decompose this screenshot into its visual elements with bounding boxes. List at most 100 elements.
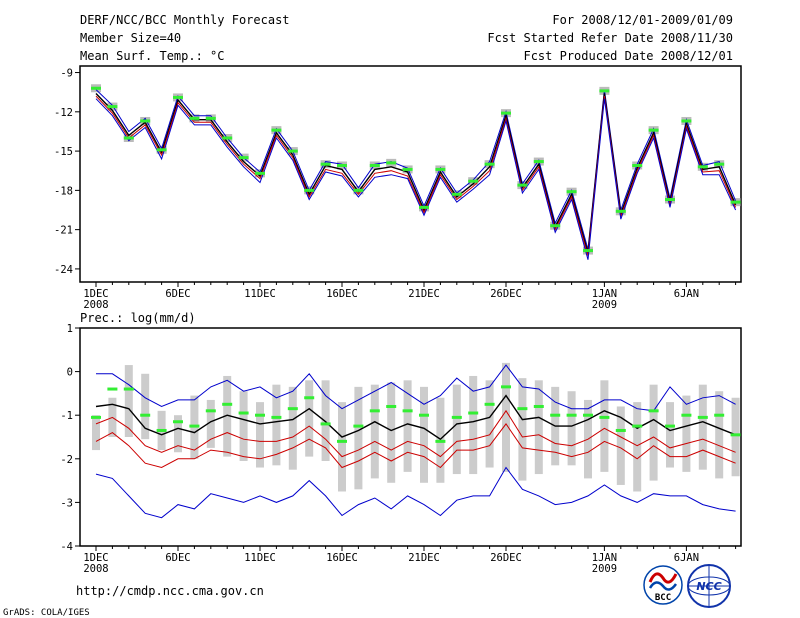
observed-marker [386,161,397,165]
spread-bar [420,386,428,483]
spread-bar [502,362,510,472]
observed-marker [566,190,577,194]
observed-marker [91,415,101,419]
observed-marker [287,149,298,153]
observed-marker [402,167,413,171]
x-tick-label: 1JAN [592,288,617,300]
observed-marker [550,224,561,228]
observed-marker [304,396,315,400]
observed-marker [665,424,675,428]
spread-bar [338,402,346,492]
spread-bar [682,395,691,472]
observed-marker [173,420,183,424]
observed-marker [271,128,282,132]
x-tick-year: 2009 [592,563,617,575]
source-url[interactable]: http://cmdp.ncc.cma.gov.cn [76,584,264,598]
observed-marker [681,413,692,417]
observed-marker [173,95,183,99]
observed-marker [501,111,511,115]
observed-marker [435,167,446,171]
observed-marker [517,407,528,411]
spread-bar [256,402,264,468]
precip-variable-label: Prec.: log(mm/d) [80,311,196,325]
spread-bar [321,380,330,461]
x-tick-label: 1DEC [83,288,108,300]
y-tick-label: -12 [54,107,73,119]
series-mean-line [95,394,736,441]
spread-bar [354,386,363,490]
y-tick-label: -2 [60,454,73,466]
spread-bar [141,373,150,440]
x-tick-year: 2008 [83,563,108,575]
observed-marker [189,424,200,428]
spread-bar [649,384,658,481]
observed-marker [451,415,462,419]
observed-marker [140,413,151,417]
observed-marker [550,413,561,417]
spread-bar [534,380,543,475]
series-mean-line [95,93,737,254]
observed-marker [337,439,347,443]
spread-bar [715,391,724,479]
variable-label: Mean Surf. Temp.: °C [80,49,225,63]
y-tick-label: -3 [60,497,73,509]
spread-bar [223,375,232,457]
y-tick-label: 0 [67,367,73,379]
spread-bar [731,397,740,477]
forecast-period: For 2008/12/01-2009/01/09 [552,13,733,27]
y-tick-label: -1 [60,410,73,422]
observed-marker [369,409,380,413]
series-upper-line [95,89,737,250]
observed-marker [156,428,167,432]
ncc-logo: NCC [687,564,731,608]
spread-bar [92,415,100,451]
observed-marker [484,402,495,406]
spread-bar [616,406,625,485]
series-lower-envelope-line [95,98,737,260]
observed-marker [484,162,495,166]
spread-bar [698,384,707,470]
observed-marker [271,415,282,419]
y-tick-label: -18 [54,185,73,197]
observed-marker [697,415,708,419]
series-lower-line [95,409,736,458]
observed-marker [599,89,610,93]
series-lower-line [95,95,737,256]
observed-marker [632,163,643,167]
plot-frame [79,65,742,283]
observed-marker [222,136,233,140]
observed-marker [353,424,364,428]
plot-frame [79,327,742,547]
spread-bar [174,415,182,453]
bcc-logo-text: BCC [655,593,671,603]
spread-bar [600,380,609,472]
member-size-label: Member Size=40 [80,31,181,45]
observed-marker [533,404,544,408]
x-tick-label: 16DEC [326,288,358,300]
x-tick-label: 6DEC [165,552,190,564]
observed-marker [714,413,725,417]
spread-bar [518,378,527,481]
series-lower-red-line [95,423,736,469]
spread-bar [370,384,379,479]
spread-bar [288,386,297,470]
x-tick-label: 6DEC [165,288,190,300]
observed-marker [533,160,544,164]
x-tick-label: 1DEC [83,552,108,564]
observed-marker [402,409,413,413]
ncc-logo-text: NCC [696,580,721,593]
observed-marker [107,105,118,109]
spread-bar [305,380,314,457]
observed-marker [320,422,331,426]
y-tick-label: 1 [67,323,73,335]
observed-marker [468,411,479,415]
observed-marker [714,162,725,166]
spread-bar [124,365,133,437]
observed-marker [615,209,626,213]
observed-marker [123,387,134,391]
fcst-started-date: Fcst Started Refer Date 2008/11/30 [487,31,733,45]
x-tick-label: 6JAN [674,288,699,300]
observed-marker [255,171,265,175]
